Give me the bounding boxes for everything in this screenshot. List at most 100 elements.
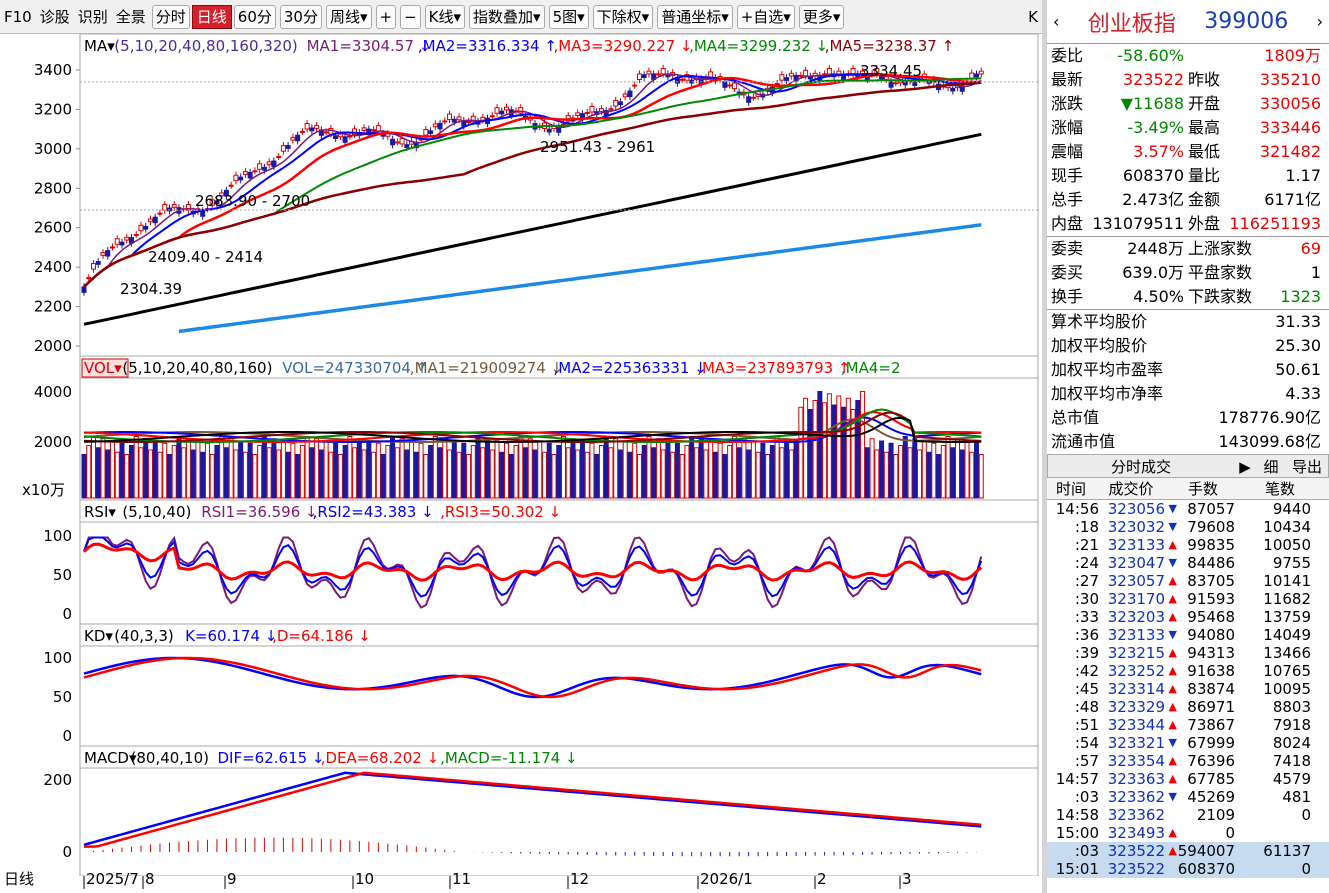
annotation-high: 3334.45: [860, 62, 922, 80]
volume-bar: [451, 440, 457, 499]
toolbar-item-4[interactable]: 分时: [151, 4, 190, 29]
toolbar-item-15[interactable]: 普通坐标▾: [657, 4, 733, 29]
candle-body: [214, 200, 220, 205]
volume-bar: [413, 451, 419, 499]
nav-next-icon[interactable]: ›: [1316, 12, 1323, 31]
volume-bar: [551, 454, 557, 499]
tick-volume: 84486: [1187, 554, 1235, 572]
candle-body: [442, 120, 448, 123]
export-button[interactable]: 导出: [1291, 458, 1322, 476]
candle-body: [499, 110, 505, 115]
toolbar-item-2[interactable]: 识别: [77, 7, 108, 26]
vol-legend-6: ,MA4=2: [841, 359, 901, 377]
tick-count: 7918: [1272, 716, 1311, 734]
toolbar-item-14[interactable]: 下除权▾: [592, 4, 654, 29]
quote-value: ▼11688: [1120, 94, 1184, 113]
tick-count: 4579: [1272, 770, 1311, 788]
toolbar-item-10[interactable]: −: [400, 4, 421, 29]
kd-legend-3: ,D=64.186 ↓: [272, 627, 371, 645]
quote-value: 333446: [1259, 118, 1321, 137]
toolbar-item-9[interactable]: +: [375, 4, 397, 29]
volume-bar: [290, 442, 296, 499]
candle-body: [299, 130, 305, 133]
toolbar-item-1[interactable]: 诊股: [39, 7, 70, 26]
volume-bar: [371, 451, 377, 499]
volume-bar: [940, 445, 946, 499]
ma7-line: [178, 223, 982, 334]
tick-count: 9440: [1272, 500, 1311, 518]
tick-dir-icon: ▼: [1168, 628, 1177, 641]
tick-volume: 94080: [1187, 626, 1235, 644]
volume-bar: [271, 438, 277, 499]
toolbar-item-5[interactable]: 日线: [191, 4, 232, 29]
volume-bar: [233, 449, 239, 499]
rsi-line: [83, 536, 983, 598]
date-axis-bg: [0, 876, 1042, 889]
volume-bar: [727, 445, 733, 499]
tab-detail[interactable]: 细: [1263, 458, 1279, 476]
candle-body: [124, 236, 130, 241]
tick-list[interactable]: 14:56 323056 ▼ 87057 9440:18 323032 ▼ 79608 1043…: [1047, 500, 1329, 878]
volume-bar: [504, 442, 510, 499]
toolbar-item-12[interactable]: 指数叠加▾: [469, 4, 545, 29]
stat-label: 流通市值: [1051, 432, 1116, 451]
candle-body: [636, 73, 642, 81]
candle-body: [209, 199, 215, 206]
volume-bar: [784, 438, 790, 499]
quote-label: 委卖: [1051, 239, 1084, 258]
volume-bar: [323, 440, 329, 499]
volume-bar: [328, 451, 334, 499]
candle-body: [252, 170, 258, 173]
toolbar-item-6[interactable]: 60分: [233, 4, 276, 29]
candle-body: [90, 263, 96, 270]
quote-value: 131079511: [1092, 214, 1184, 233]
quote-label: 涨幅: [1051, 118, 1084, 137]
candle-body: [290, 136, 296, 141]
tab-ticks[interactable]: 分时成交: [1110, 458, 1171, 476]
volume-bar: [423, 454, 429, 499]
volume-bar: [755, 451, 761, 499]
tick-time: 14:56: [1055, 500, 1099, 518]
tick-volume: 2109: [1196, 806, 1235, 824]
tick-time: :36: [1074, 626, 1099, 644]
toolbar-item-7[interactable]: 30分: [279, 4, 322, 29]
toolbar-item-8[interactable]: 周线▾: [325, 4, 372, 29]
candle-body: [404, 144, 410, 148]
volume-bar: [394, 447, 400, 499]
candle-body: [437, 122, 443, 130]
candle-body: [100, 252, 106, 256]
toolbar-item-3[interactable]: 全景: [115, 7, 146, 26]
splitter[interactable]: [1042, 0, 1047, 893]
date-axis-label: 3: [902, 870, 912, 888]
collapse-button[interactable]: K: [1028, 7, 1038, 26]
volume-bar: [665, 440, 671, 499]
volume-bar: [295, 454, 301, 499]
date-axis-label: 10: [355, 870, 374, 888]
quote-label: 金额: [1188, 190, 1221, 209]
quote-label: 外盘: [1188, 214, 1221, 233]
toolbar-item-16[interactable]: +自选▾: [736, 4, 795, 29]
panel-header-bar: [79, 499, 1039, 523]
nav-prev-icon[interactable]: ‹: [1053, 12, 1060, 31]
volume-bar: [874, 449, 880, 499]
volume-bar: [736, 447, 742, 499]
volume-bar: [418, 442, 424, 499]
tick-time: :27: [1074, 572, 1099, 590]
candle-body: [223, 189, 229, 197]
volume-bar: [228, 438, 234, 499]
volume-bar: [708, 440, 714, 499]
toolbar-item-13[interactable]: 5图▾: [548, 4, 589, 29]
volume-bar: [342, 445, 348, 499]
volume-bar: [883, 451, 889, 499]
panel-header-bar: [79, 623, 1039, 647]
tick-time: :57: [1074, 752, 1099, 770]
candle-body: [750, 96, 756, 99]
quote-value: 2.473亿: [1122, 190, 1184, 209]
play-icon[interactable]: ▶: [1239, 458, 1251, 476]
tick-volume: 67999: [1187, 734, 1235, 752]
volume-bar: [769, 445, 775, 499]
toolbar-item-11[interactable]: K线▾: [424, 4, 466, 29]
toolbar-item-17[interactable]: 更多▾: [798, 4, 845, 29]
toolbar-item-0[interactable]: F10: [4, 7, 32, 26]
kline-chart[interactable]: MA▾ (5,10,20,40,80,160,320) MA1=3304.57 ↓ …: [0, 34, 1042, 889]
